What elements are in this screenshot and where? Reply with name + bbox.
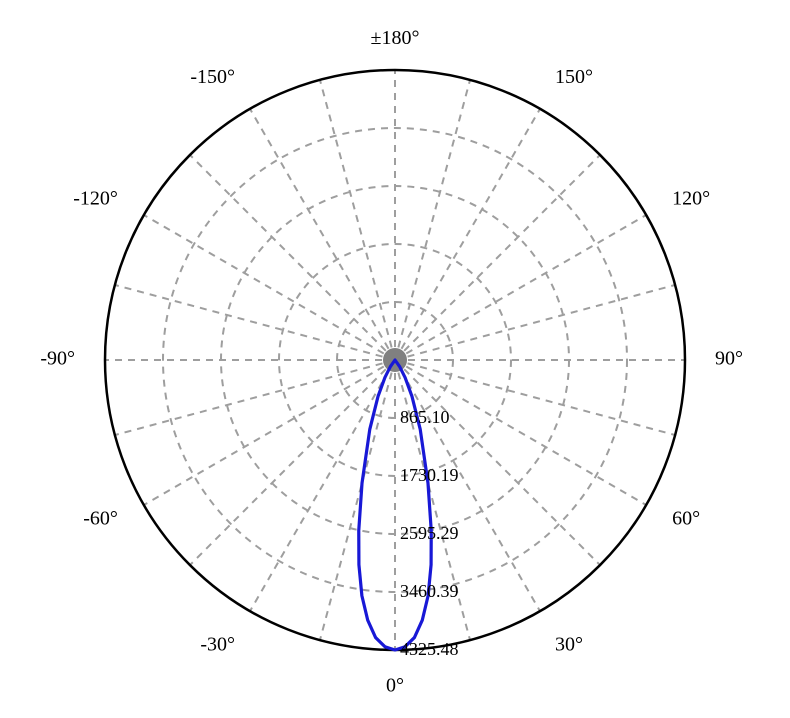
angle-label: 60° — [672, 508, 700, 530]
polar-chart: 865.10 1730.19 2595.29 3460.39 4325.48 0° 30° 6… — [0, 0, 790, 718]
angle-label: 150° — [555, 66, 593, 88]
angle-label: -90° — [40, 348, 75, 370]
grid-spoke — [395, 155, 600, 360]
grid-spoke — [144, 360, 395, 505]
angle-label: ±180° — [371, 27, 420, 49]
angle-label: -150° — [190, 66, 235, 88]
grid-spoke — [320, 360, 395, 640]
grid-spoke — [395, 285, 675, 360]
grid-spoke — [395, 360, 540, 611]
angle-label: 120° — [672, 188, 710, 210]
grid-spoke — [250, 109, 395, 360]
radial-label: 865.10 — [400, 407, 450, 427]
grid-spoke — [395, 215, 646, 360]
angle-label: 0° — [386, 675, 404, 697]
grid-spoke — [250, 360, 395, 611]
radial-label: 4325.48 — [400, 639, 459, 659]
radial-label: 2595.29 — [400, 523, 459, 543]
angle-label: 30° — [555, 634, 583, 656]
grid-spoke — [395, 80, 470, 360]
radial-label: 1730.19 — [400, 465, 459, 485]
grid-spoke — [320, 80, 395, 360]
grid-spoke — [144, 215, 395, 360]
angle-label: 90° — [715, 348, 743, 370]
angle-label: -30° — [200, 634, 235, 656]
angle-label: -120° — [73, 188, 118, 210]
grid-spoke — [395, 109, 540, 360]
grid-spoke — [115, 360, 395, 435]
radial-label: 3460.39 — [400, 581, 459, 601]
grid-spoke — [190, 155, 395, 360]
grid-spoke — [115, 285, 395, 360]
angle-label: -60° — [83, 508, 118, 530]
